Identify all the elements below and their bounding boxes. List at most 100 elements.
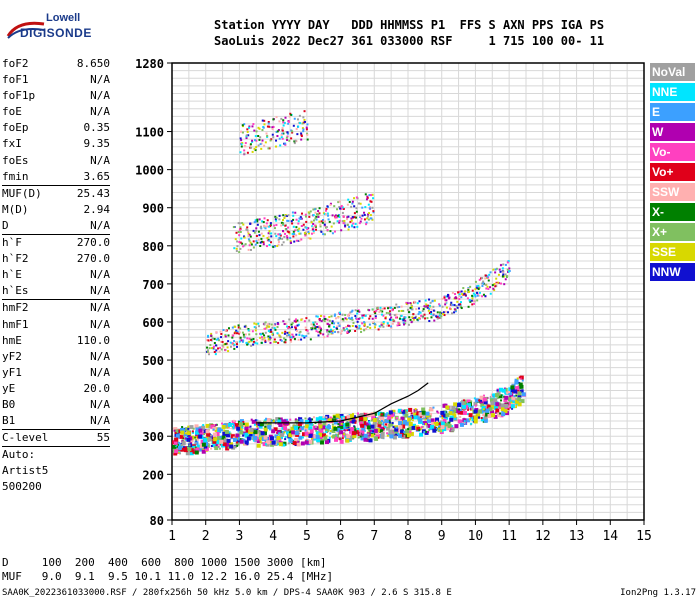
- echo-point: [226, 426, 229, 429]
- echo-point: [287, 219, 290, 222]
- echo-point: [328, 436, 331, 439]
- echo-point: [316, 213, 319, 216]
- echo-point: [252, 433, 257, 438]
- echo-point: [490, 404, 495, 409]
- echo-point: [457, 419, 462, 424]
- echo-point: [454, 296, 457, 299]
- echo-point: [278, 214, 281, 217]
- echo-point: [205, 429, 210, 434]
- echo-point: [375, 309, 378, 312]
- echo-point: [428, 307, 431, 310]
- echo-point: [319, 329, 322, 332]
- echo-point: [470, 400, 473, 403]
- echo-point: [231, 334, 234, 337]
- echo-point: [252, 340, 255, 343]
- echo-point: [203, 429, 208, 434]
- echo-point: [322, 219, 325, 222]
- echo-point: [317, 326, 320, 329]
- echo-point: [408, 316, 411, 319]
- echo-point: [275, 417, 280, 422]
- echo-point: [382, 321, 385, 324]
- echo-point: [427, 423, 432, 428]
- echo-point: [519, 377, 522, 380]
- echo-point: [391, 416, 394, 419]
- echo-point: [371, 317, 374, 320]
- echo-point: [368, 421, 371, 424]
- echo-point: [198, 447, 203, 452]
- echo-point: [397, 419, 402, 424]
- echo-point: [328, 319, 331, 322]
- echo-point: [483, 415, 488, 420]
- echo-point: [241, 125, 244, 128]
- echo-point: [428, 320, 431, 323]
- echo-point: [423, 431, 426, 434]
- echo-point: [460, 296, 463, 299]
- echo-point: [277, 433, 280, 436]
- echo-point: [263, 323, 266, 326]
- echo-point: [256, 220, 259, 223]
- echo-point: [269, 341, 272, 344]
- echo-point: [317, 210, 320, 213]
- echo-point: [439, 415, 442, 418]
- echo-point: [363, 322, 366, 325]
- echo-point: [342, 432, 345, 435]
- echo-point: [382, 427, 385, 430]
- echo-point: [504, 410, 507, 413]
- echo-point: [400, 305, 403, 308]
- echo-point: [179, 434, 184, 439]
- echo-point: [341, 437, 344, 440]
- echo-point: [315, 435, 320, 440]
- echo-point: [186, 431, 191, 436]
- echo-point: [407, 433, 412, 438]
- echo-point: [444, 310, 447, 313]
- echo-point: [471, 295, 474, 298]
- echo-point: [366, 424, 371, 429]
- param-label: foEs: [2, 153, 29, 167]
- echo-point: [180, 430, 183, 433]
- y-tick-label: 700: [142, 278, 164, 292]
- echo-point: [405, 303, 408, 306]
- param-label: fxI: [2, 137, 22, 151]
- echo-point: [287, 327, 290, 330]
- echo-point: [269, 330, 272, 333]
- echo-point: [348, 428, 351, 431]
- echo-point: [359, 421, 364, 426]
- echo-point: [387, 307, 390, 310]
- echo-point: [269, 442, 272, 445]
- echo-point: [502, 270, 505, 273]
- echo-point: [233, 445, 236, 448]
- echo-point: [380, 433, 385, 438]
- echo-point: [423, 313, 426, 316]
- echo-point: [386, 412, 389, 415]
- echo-point: [319, 332, 322, 335]
- echo-point: [517, 386, 520, 389]
- echo-point: [374, 323, 377, 326]
- echo-point: [494, 268, 497, 271]
- param-row: yF1 N/A: [2, 365, 110, 381]
- echo-point: [489, 292, 492, 295]
- echo-point: [232, 438, 237, 443]
- echo-point: [238, 222, 241, 225]
- echo-point: [302, 130, 305, 133]
- echo-point: [368, 207, 371, 210]
- echo-point: [347, 314, 350, 317]
- echo-point: [280, 339, 283, 342]
- echo-point: [353, 212, 356, 215]
- echo-point: [388, 312, 391, 315]
- echo-point: [233, 343, 236, 346]
- echo-point: [288, 115, 291, 118]
- echo-point: [409, 415, 412, 418]
- param-label: Auto:: [2, 448, 36, 462]
- echo-point: [406, 308, 409, 311]
- echo-point: [215, 338, 218, 341]
- echo-point: [246, 229, 249, 232]
- echo-point: [300, 217, 303, 220]
- echo-point: [346, 422, 351, 427]
- echo-point: [222, 431, 227, 436]
- echo-point: [229, 432, 232, 435]
- echo-point: [262, 338, 265, 341]
- echo-point: [441, 305, 444, 308]
- echo-point: [239, 230, 242, 233]
- echo-point: [262, 241, 265, 244]
- echo-point: [213, 443, 218, 448]
